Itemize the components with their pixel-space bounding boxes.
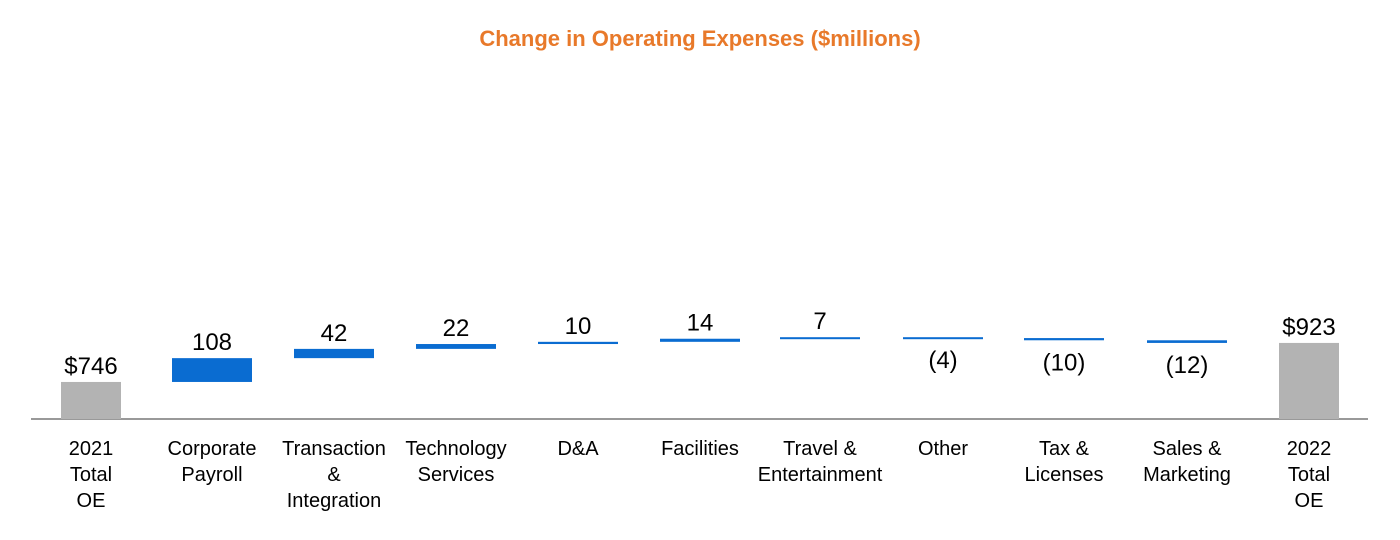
value-label-5: 14 [687,310,714,337]
bar-6 [780,337,860,340]
bars-layer [61,337,1339,419]
category-label-10-2: OE [1295,490,1324,512]
category-label-2-1: & [327,464,341,486]
value-label-4: 10 [565,313,592,340]
category-label-9-1: Marketing [1143,464,1231,486]
category-label-8-1: Licenses [1025,464,1104,486]
bar-1 [172,358,252,382]
bar-10 [1279,342,1339,419]
value-label-0: $746 [64,353,117,380]
bar-0 [61,381,121,419]
bar-4 [538,341,618,345]
value-labels-layer: $746 108 42 22 10 14 7 (4) (10) (12) $923 [64,308,1335,380]
category-label-10-0: 2022 [1287,438,1332,460]
category-label-4-0: D&A [557,438,599,460]
category-label-6-1: Entertainment [758,464,883,486]
bar-9 [1147,340,1227,343]
category-label-10-1: Total [1288,464,1330,486]
category-label-8-0: Tax & [1039,438,1090,460]
bar-2 [294,348,374,359]
value-label-2: 42 [321,320,348,347]
value-label-8: (10) [1043,349,1086,376]
category-labels-layer: 2021 Total OE Corporate Payroll Transaction & I… [69,438,1332,512]
bar-3 [416,344,496,349]
value-label-9: (12) [1166,352,1209,379]
bar-7 [903,337,983,340]
category-label-3-1: Services [418,464,495,486]
category-label-5-0: Facilities [661,438,739,460]
category-label-0-0: 2021 [69,438,114,460]
value-label-7: (4) [928,347,957,374]
bar-8 [1024,338,1104,341]
category-label-0-1: Total [70,464,112,486]
category-label-2-2: Integration [287,490,382,512]
value-label-1: 108 [192,329,232,356]
category-label-1-1: Payroll [181,464,242,486]
chart-title: Change in Operating Expenses ($millions) [479,26,921,51]
value-label-6: 7 [813,308,826,335]
value-label-10: $923 [1282,314,1335,341]
category-label-0-2: OE [77,490,106,512]
category-label-3-0: Technology [405,438,506,460]
bar-5 [660,338,740,342]
value-label-3: 22 [443,315,470,342]
category-label-1-0: Corporate [168,438,257,460]
category-label-2-0: Transaction [282,438,386,460]
category-label-9-0: Sales & [1153,438,1223,460]
category-label-7-0: Other [918,438,968,460]
category-label-6-0: Travel & [783,438,857,460]
